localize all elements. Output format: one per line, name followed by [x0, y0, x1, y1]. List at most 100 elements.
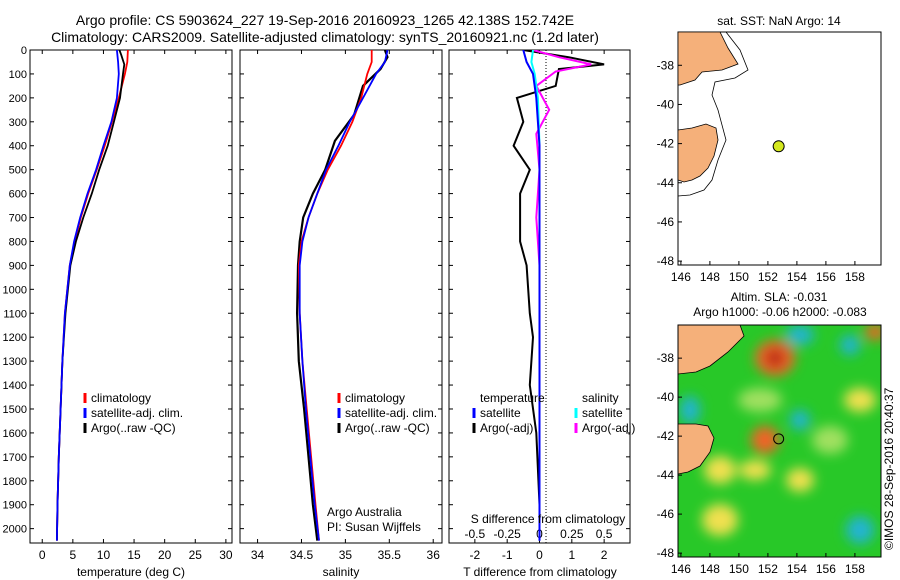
depth-tick-label: 600: [9, 189, 27, 201]
x-tick-label: 30: [219, 548, 233, 562]
depth-tick-label: 1600: [3, 428, 27, 440]
legend-label: temperature: [480, 391, 545, 405]
depth-tick-label: 1800: [3, 476, 27, 488]
pi-label: PI: Susan Wijffels: [327, 520, 421, 534]
x-tick-label: 1: [568, 548, 575, 562]
x-tick-label: 25: [189, 548, 203, 562]
depth-tick-label: 500: [9, 165, 27, 177]
lon-tick-label: 154: [787, 270, 807, 284]
legend-label: satellite-adj. clim.: [91, 406, 183, 420]
sla-map-ticks: 146 148 150 152 154 156 158 -38 -40 -42 -44 -46 -48: [657, 351, 866, 576]
x-tick-label: 35.5: [378, 548, 402, 562]
x-tick-label: -1: [502, 548, 513, 562]
lat-tick-label: -48: [657, 254, 675, 268]
sst-map-ticks: 146 148 150 152 154 156 158 -38 -40 -42 -44 -46 -48: [657, 58, 866, 284]
contour-200m: [678, 32, 749, 197]
depth-tick-label: 1200: [3, 332, 27, 344]
lat-tick-label: -42: [657, 429, 675, 443]
lon-tick-label: 158: [845, 562, 865, 576]
lon-tick-label: 148: [700, 270, 720, 284]
sla-map: Altim. SLA: -0.031 Argo h1000: -0.06 h20…: [657, 290, 882, 576]
x-tick-label: -2: [470, 548, 481, 562]
lat-tick-label: -42: [657, 137, 675, 151]
depth-tick-label: 400: [9, 141, 27, 153]
temperature-panel: 0100200300400500600700800900100011001200…: [3, 45, 233, 579]
x-tick-label: 15: [127, 548, 141, 562]
depth-tick-label: 1100: [3, 308, 27, 320]
legend-label: Argo(-adj): [582, 421, 635, 435]
lon-tick-label: 152: [758, 270, 778, 284]
s-difference-label: S difference from climatology: [471, 512, 626, 526]
mainland-land: [678, 32, 739, 86]
legend-label: climatology: [91, 391, 151, 405]
lon-tick-label: 158: [845, 270, 865, 284]
legend-label: Argo(..raw -QC): [345, 421, 430, 435]
lon-tick-label: 150: [729, 270, 749, 284]
difference-axis-ticks: -2 -1 0 1 2-0.5 -0.25 0 0.25 0.5: [465, 50, 613, 562]
difference-depth-ticks: [449, 49, 630, 530]
lat-tick-label: -38: [657, 351, 675, 365]
argo-location-marker: [772, 140, 785, 153]
lat-tick-label: -40: [657, 390, 675, 404]
lon-tick-label: 148: [700, 562, 720, 576]
x-tick-label: 0: [536, 548, 543, 562]
depth-tick-label: 1300: [3, 356, 27, 368]
imos-watermark: ©IMOS 28-Sep-2016 20:40:37: [882, 387, 896, 550]
legend-label: satellite-adj. clim.: [345, 406, 437, 420]
lon-tick-label: 156: [816, 270, 836, 284]
sst-map-title: sat. SST: NaN Argo: 14: [717, 14, 841, 28]
depth-tick-label: 1700: [3, 452, 27, 464]
x-tick-label: 2: [601, 548, 608, 562]
salinity-depth-ticks: [240, 49, 442, 530]
difference-profiles: [512, 50, 605, 541]
series-line-satellite-adj-clim-: [298, 50, 389, 541]
s-tick-label: -0.25: [493, 527, 521, 541]
depth-tick-label: 1500: [3, 404, 27, 416]
lon-tick-label: 146: [671, 270, 691, 284]
depth-tick-label: 2000: [3, 524, 27, 536]
salinity-xlabel: salinity: [323, 565, 360, 579]
lat-tick-label: -48: [657, 546, 675, 560]
s-tick-label: 0.25: [560, 527, 584, 541]
figure-title-line2: Climatology: CARS2009. Satellite-adjuste…: [51, 29, 599, 45]
s-tick-label: 0.5: [596, 527, 613, 541]
depth-tick-label: 800: [9, 236, 27, 248]
tasmania-land: [678, 123, 719, 183]
series-line-argo-adj-: [512, 50, 605, 541]
x-tick-label: 0: [39, 548, 46, 562]
temperature-plot-frame: [29, 49, 233, 544]
x-tick-label: 35: [339, 548, 353, 562]
depth-tick-label: 700: [9, 213, 27, 225]
x-tick-label: 10: [97, 548, 111, 562]
lat-tick-label: -44: [657, 468, 675, 482]
x-tick-label: 5: [70, 548, 77, 562]
depth-tick-label: 0: [21, 45, 27, 57]
lat-tick-label: -38: [657, 58, 675, 72]
salinity-panel: 34 34.5 35 35.5 36 salinity climatologysatel…: [239, 49, 443, 579]
temperature-xlabel: temperature (deg C): [77, 565, 185, 579]
series-line-satellite-adj-clim-: [56, 50, 120, 541]
s-tick-label: -0.5: [465, 527, 486, 541]
legend-label: satellite: [480, 406, 521, 420]
depth-tick-label: 1000: [3, 284, 27, 296]
figure-title-line1: Argo profile: CS 5903624_227 19-Sep-2016…: [76, 12, 574, 28]
depth-tick-label: 900: [9, 260, 27, 272]
lon-tick-label: 156: [816, 562, 836, 576]
lat-tick-label: -40: [657, 97, 675, 111]
x-tick-label: 36: [427, 548, 441, 562]
depth-tick-label: 1400: [3, 380, 27, 392]
depth-tick-label: 200: [9, 93, 27, 105]
salinity-profiles: [295, 50, 389, 541]
sla-map-title: Altim. SLA: -0.031: [731, 290, 828, 304]
difference-legend: temperaturesatelliteArgo(-adj)salinitysa…: [472, 391, 635, 435]
temperature-axis-ticks: 0 5 10 15 20 25 30: [39, 50, 233, 562]
argo-location-marker-sla: [773, 433, 785, 445]
lon-tick-label: 152: [758, 562, 778, 576]
depth-axis-ticks: 0 100 200 300 400 500 600 700 800 900 1000 1100 1200…: [3, 45, 232, 536]
legend-label: Argo(..raw -QC): [91, 421, 176, 435]
salinity-axis-ticks: 34 34.5 35 35.5 36: [251, 50, 440, 562]
mainland-land-sla: [678, 325, 745, 375]
difference-panel: -2 -1 0 1 2-0.5 -0.25 0 0.25 0.5 S difference fr…: [448, 49, 635, 579]
